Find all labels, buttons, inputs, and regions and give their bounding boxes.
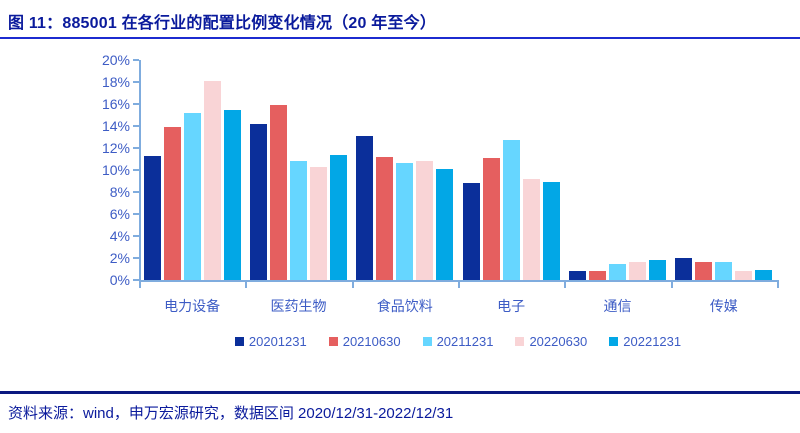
y-axis-label: 4% [109,228,130,244]
y-axis-tick [133,103,139,105]
bar-20221231-传媒 [755,270,773,280]
x-category-label: 医药生物 [270,298,327,314]
y-axis-label: 10% [101,162,130,178]
figure-footer: 资料来源：wind，申万宏源研究，数据区间 2020/12/31-2022/12… [0,391,800,433]
y-axis-label: 6% [109,206,130,222]
y-axis-tick [133,257,139,259]
x-axis-tick [564,280,567,288]
y-axis-tick [133,191,139,193]
title-underline [0,37,800,39]
bar-20201231-电子 [462,183,480,280]
bar-20210630-医药生物 [270,105,287,280]
bar-20220630-电力设备 [203,80,221,280]
bar-20201231-电力设备 [143,155,161,280]
bar-chart: 20% 18% 16% 14% 12% 10% 8% 6% 4% 2% 0% 电力设备 医药生物 食品饮料… [0,40,800,391]
x-axis-tick [458,280,460,288]
y-axis-label: 16% [101,96,130,112]
legend-swatch-icon [515,337,525,346]
x-axis-tick [777,280,779,288]
y-axis-line [139,60,141,282]
bar-20201231-食品饮料 [356,135,374,280]
x-category-label: 电子 [497,298,526,314]
bar-20211231-医药生物 [290,161,307,280]
y-axis-tick [133,59,139,61]
y-axis-tick [133,147,139,149]
x-axis-tick [670,280,673,288]
bar-20201231-医药生物 [250,123,267,280]
y-axis-label: 8% [109,184,130,200]
source-note: 资料来源：wind，申万宏源研究，数据区间 2020/12/31-2022/12… [8,405,454,422]
legend-label: 20201231 [248,334,307,349]
bar-20211231-电子 [502,140,520,280]
figure-title: 图 11：885001 在各行业的配置比例变化情况（20 年至今） [8,15,437,32]
bar-20201231-通信 [569,271,586,280]
bar-20220630-传媒 [735,271,753,280]
legend-swatch-icon [422,337,432,346]
legend-swatch-icon [328,337,338,346]
y-axis-tick [133,279,139,281]
y-axis-tick [133,81,139,83]
bar-20210630-电子 [482,157,500,280]
x-axis-tick [351,280,354,288]
y-axis-label: 12% [101,140,130,156]
x-axis-tick [139,280,141,288]
y-axis-label: 2% [109,250,130,266]
bar-20220630-电子 [522,178,540,280]
bar-20201231-传媒 [675,258,693,280]
legend-item-20210630: 20210630 [328,334,401,349]
y-axis-tick [133,235,139,237]
y-axis-tick [133,213,139,215]
bar-20211231-传媒 [715,262,733,280]
x-axis-tick [245,280,248,288]
bar-20210630-食品饮料 [376,156,394,280]
legend-item-20201231: 20201231 [234,334,307,349]
bar-20210630-电力设备 [163,127,181,280]
bar-20210630-传媒 [695,262,713,280]
x-category-label: 电力设备 [164,298,221,314]
y-axis-tick [133,125,139,127]
bar-20211231-通信 [609,263,626,280]
y-axis-label: 20% [101,52,130,68]
bar-20221231-通信 [649,260,666,280]
legend-label: 20220630 [529,334,588,349]
bar-20221231-医药生物 [330,154,347,280]
bar-20211231-电力设备 [183,112,201,280]
bar-20210630-通信 [589,271,606,280]
y-axis-label: 14% [101,118,130,134]
legend-item-20221231: 20221231 [609,334,681,349]
y-axis-tick [133,169,139,171]
bar-20220630-医药生物 [310,166,327,280]
legend-item-20220630: 20220630 [515,334,587,349]
x-category-label: 食品饮料 [376,298,433,314]
legend-label: 20210630 [342,334,401,349]
legend-swatch-icon [609,337,619,346]
legend-swatch-icon [234,337,244,346]
figure-header: 图 11：885001 在各行业的配置比例变化情况（20 年至今） [0,0,800,40]
bar-20221231-电子 [542,182,560,280]
bar-20211231-食品饮料 [396,163,414,280]
legend-item-20211231: 20211231 [422,334,494,349]
y-axis-label: 0% [109,272,130,288]
y-axis-label: 18% [101,74,130,90]
legend-label: 20211231 [436,334,494,349]
bar-20221231-食品饮料 [436,168,454,280]
legend-label: 20221231 [623,334,682,349]
chart-legend: 20201231 20210630 20211231 20220630 20221231 [139,334,777,349]
x-category-label: 通信 [603,298,632,314]
bar-20220630-通信 [629,262,646,280]
x-category-label: 传媒 [709,298,738,314]
bar-20220630-食品饮料 [416,161,434,280]
bar-20221231-电力设备 [223,109,241,280]
